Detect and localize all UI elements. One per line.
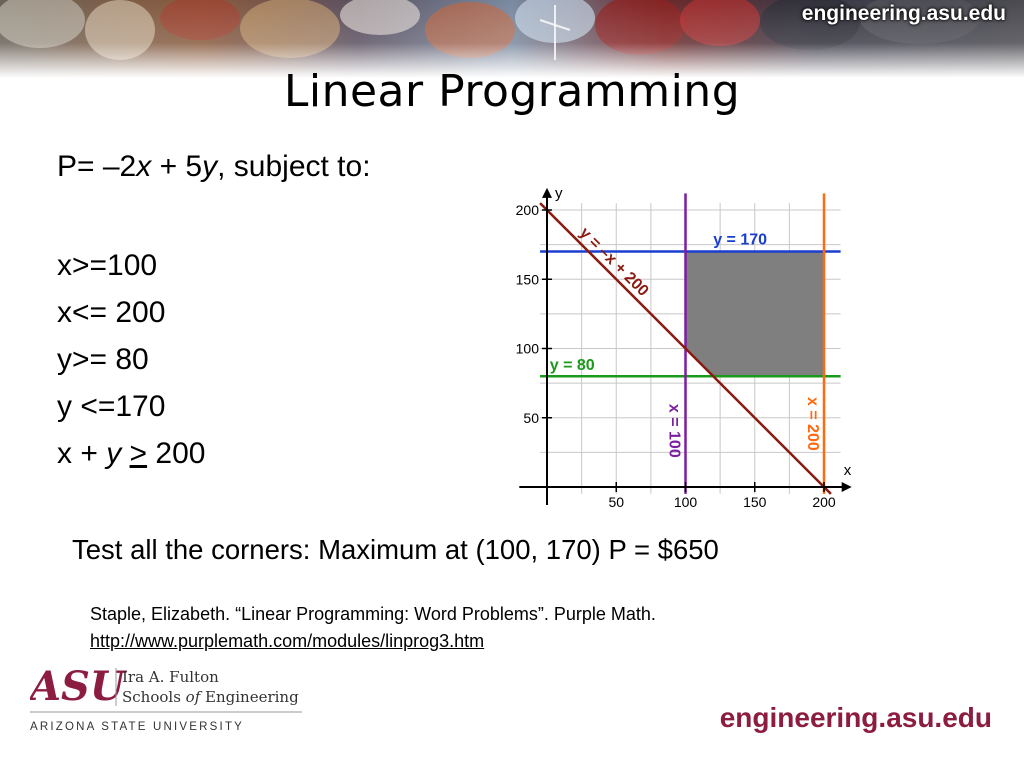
- banner-photo-collage: [0, 0, 1024, 78]
- footer-site-url: engineering.asu.edu: [719, 702, 992, 733]
- constraint-sum-operator: >: [129, 437, 148, 470]
- header-site-url: engineering.asu.edu: [801, 2, 1006, 25]
- objective-var-x: x: [136, 150, 152, 183]
- constraint-list: x>=100 x<= 200 y>= 80 y <=170 x + y > 20…: [57, 242, 205, 477]
- constraint-x-min: x>=100: [57, 249, 158, 282]
- constraint-sum-prefix: x +: [57, 437, 107, 470]
- constraint-sum-var: y: [106, 437, 122, 470]
- y-tick-label: 150: [516, 271, 540, 287]
- logo-line-2: Schools of Engineering: [122, 688, 299, 706]
- asu-fulton-logo: ASU Ira A. Fulton Schools of Engineering…: [30, 664, 302, 733]
- header-banner: engineering.asu.edu: [0, 0, 1024, 78]
- objective-suffix: , subject to:: [217, 150, 371, 183]
- citation-link[interactable]: http://www.purplemath.com/modules/linpro…: [90, 631, 485, 651]
- objective-var-y: y: [202, 150, 218, 183]
- y-axis-label: y: [555, 185, 563, 202]
- x-tick-label: 200: [812, 494, 836, 510]
- constraint-label-4: y = –x + 200: [576, 224, 652, 300]
- constraint-line-4: [539, 202, 832, 495]
- objective-mid: + 5: [151, 150, 203, 183]
- x-axis-arrow: [841, 482, 852, 492]
- slide-title: Linear Programming: [283, 66, 741, 117]
- constraint-x-max: x<= 200: [57, 296, 166, 329]
- citation-text: Staple, Elizabeth. “Linear Programming: …: [90, 604, 656, 624]
- tick-labels: 50 100 150 200 50 100 150 200: [516, 202, 836, 510]
- constraint-y-min: y>= 80: [57, 343, 149, 376]
- y-tick-label: 200: [516, 202, 540, 218]
- constraint-y-max: y <=170: [57, 390, 166, 423]
- x-tick-label: 150: [743, 494, 767, 510]
- logo-university: ARIZONA STATE UNIVERSITY: [30, 721, 244, 733]
- constraint-label-1: y = 80: [550, 357, 595, 374]
- x-tick-label: 50: [608, 494, 624, 510]
- axes: xy: [519, 185, 852, 506]
- y-tick-label: 100: [516, 341, 540, 357]
- constraint-sum-suffix: 200: [147, 437, 206, 470]
- x-tick-label: 100: [674, 494, 698, 510]
- constraint-label-3: x = 200: [804, 397, 821, 451]
- logo-line-1: Ira A. Fulton: [122, 668, 219, 686]
- constraint-lines: [539, 193, 841, 495]
- constraint-sum: x + y > 200: [57, 430, 205, 477]
- y-axis-arrow: [542, 187, 552, 198]
- feasible-region: [685, 251, 824, 377]
- constraint-label-2: x = 100: [666, 404, 683, 458]
- conclusion-text: Test all the corners: Maximum at (100, 1…: [72, 534, 719, 565]
- constraint-label-0: y = 170: [713, 232, 767, 249]
- x-axis-label: x: [844, 462, 852, 479]
- objective-function: P= –2x + 5y, subject to:: [57, 150, 371, 184]
- citation: Staple, Elizabeth. “Linear Programming: …: [90, 601, 656, 655]
- logo-asu-letters: ASU: [30, 664, 127, 710]
- objective-prefix: P= –2: [57, 150, 137, 183]
- y-tick-label: 50: [523, 410, 539, 426]
